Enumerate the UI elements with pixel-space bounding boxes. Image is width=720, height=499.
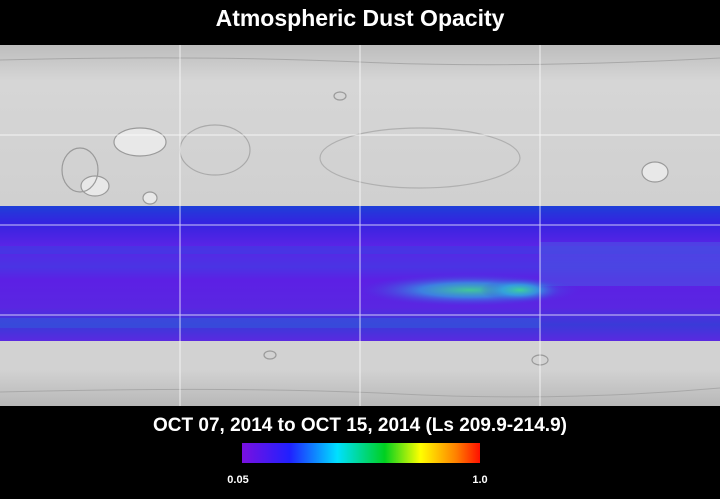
dust-hotspot	[480, 278, 560, 302]
ridge	[0, 387, 720, 398]
colorbar	[242, 443, 480, 463]
colorbar-min-label: 0.05	[227, 474, 248, 486]
graticule	[0, 45, 720, 406]
colorbar-max-label: 1.0	[472, 474, 487, 486]
date-range: OCT 07, 2014 to OCT 15, 2014 (Ls 209.9-2…	[153, 415, 567, 436]
dust-stripe	[0, 318, 540, 328]
title: Atmospheric Dust Opacity	[216, 5, 505, 31]
mars-map	[0, 45, 720, 406]
dust-stripe	[540, 242, 720, 286]
